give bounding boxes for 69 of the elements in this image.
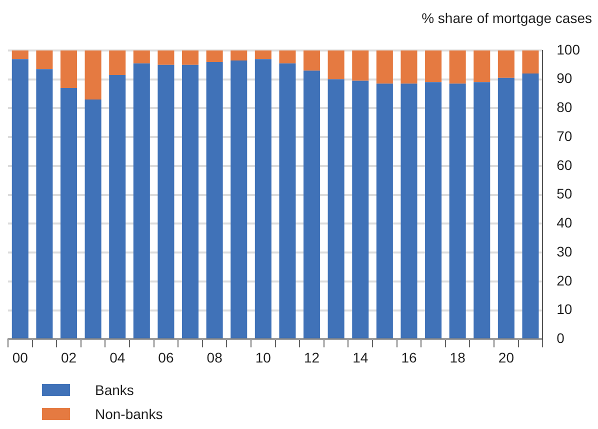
bar [304, 70, 320, 338]
bar [206, 50, 223, 62]
bar [400, 84, 418, 338]
y-tick-label: 50 [556, 186, 572, 202]
y-tick-label: 100 [556, 41, 580, 58]
x-tick-label: 00 [12, 349, 28, 366]
x-tick-label: 06 [158, 349, 174, 366]
bar [279, 63, 296, 338]
bar [230, 50, 248, 61]
bar [158, 50, 174, 65]
bar [206, 62, 223, 338]
legend-label: Non-banks [95, 406, 163, 422]
y-axis-title: % share of mortgage cases [422, 10, 592, 26]
bar [109, 50, 126, 75]
bar [352, 50, 369, 81]
y-tick-label: 20 [556, 272, 572, 288]
bar [425, 50, 442, 82]
bar [304, 50, 320, 71]
y-tick-label: 0 [556, 330, 565, 346]
bar [376, 50, 393, 84]
bar [449, 50, 466, 84]
x-tick-label: 10 [255, 349, 272, 366]
y-tick-label: 10 [556, 301, 572, 318]
bar [109, 74, 126, 338]
bar [12, 59, 28, 338]
bar [182, 50, 199, 65]
y-tick-label: 70 [556, 128, 572, 144]
bar [36, 69, 53, 338]
bar [60, 88, 78, 338]
bar [36, 50, 53, 70]
x-tick-label: 12 [304, 349, 320, 366]
bar [84, 50, 102, 100]
x-tick-label: 04 [110, 349, 126, 366]
y-tick-label: 30 [556, 243, 572, 260]
bar [352, 80, 369, 338]
y-tick-label: 90 [556, 70, 572, 86]
bar [279, 50, 296, 64]
legend-label: Banks [95, 382, 134, 398]
x-tick-label: 20 [498, 349, 514, 366]
y-tick-label: 40 [556, 214, 572, 231]
bar [60, 50, 78, 88]
bar [376, 84, 393, 338]
x-tick-label: 08 [206, 349, 223, 366]
x-tick-label: 14 [352, 349, 368, 366]
x-tick-label: 16 [401, 349, 417, 366]
bar [425, 82, 442, 338]
y-tick-label: 60 [556, 156, 572, 173]
bar [254, 59, 272, 338]
bar [522, 74, 539, 338]
bar [133, 63, 150, 338]
y-tick-label: 80 [556, 99, 572, 116]
bar [84, 99, 102, 338]
bar [254, 50, 272, 60]
bar [328, 50, 344, 80]
bar [400, 50, 418, 84]
bar [12, 50, 28, 60]
x-tick-label: 18 [450, 349, 466, 366]
bar [158, 64, 174, 338]
bar [182, 64, 199, 338]
bar [328, 79, 344, 338]
bar [498, 50, 514, 78]
bar [474, 82, 490, 338]
bar [498, 78, 514, 338]
bar [230, 60, 248, 338]
bar [522, 50, 539, 74]
bar [474, 50, 490, 82]
bar [133, 50, 150, 64]
bar [449, 84, 466, 338]
x-tick-label: 02 [60, 349, 77, 366]
